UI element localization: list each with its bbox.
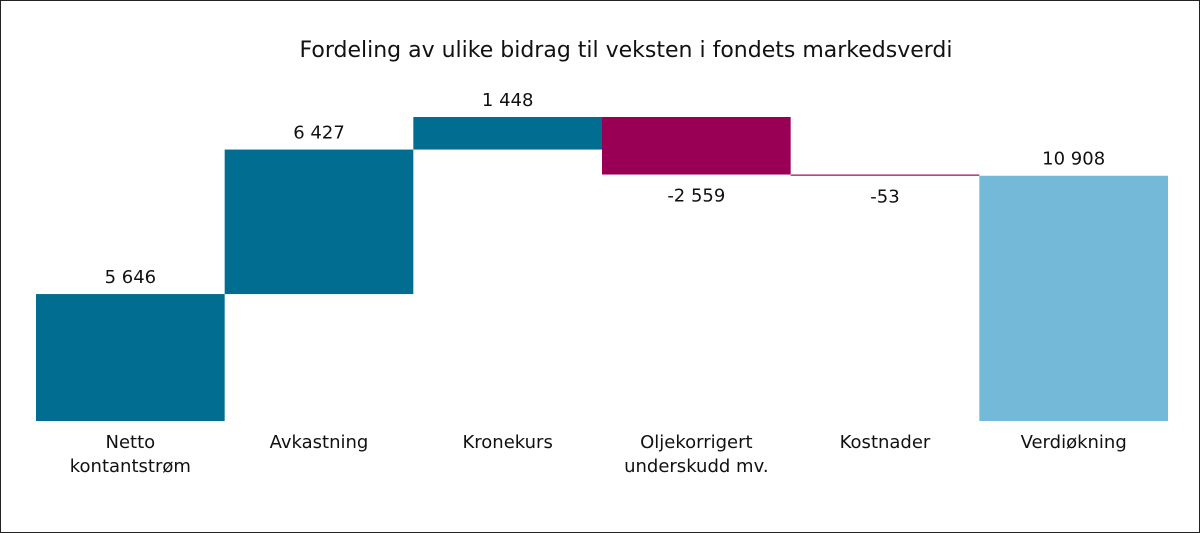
value-label: 1 448 (482, 90, 534, 111)
bar (602, 117, 791, 175)
x-tick-label: Oljekorrigert underskudd mv. (624, 432, 769, 477)
x-tick-label: Verdiøkning (1020, 432, 1127, 453)
bar (413, 117, 602, 150)
bar (979, 175, 1168, 421)
value-label: 10 908 (1042, 149, 1105, 170)
value-label: 6 427 (293, 123, 345, 144)
value-label: -2 559 (667, 186, 725, 207)
x-tick-label: Kostnader (839, 432, 931, 453)
x-tick-label: Avkastning (269, 432, 369, 453)
bar (36, 294, 225, 421)
bar (224, 149, 414, 295)
value-label: -53 (870, 187, 899, 208)
x-tick-label: Kronekurs (462, 432, 553, 453)
x-tick-label: Netto kontantstrøm (69, 432, 191, 477)
chart-title: Fordeling av ulike bidrag til veksten i … (300, 38, 953, 63)
bar (790, 174, 980, 176)
value-label: 5 646 (105, 267, 157, 288)
